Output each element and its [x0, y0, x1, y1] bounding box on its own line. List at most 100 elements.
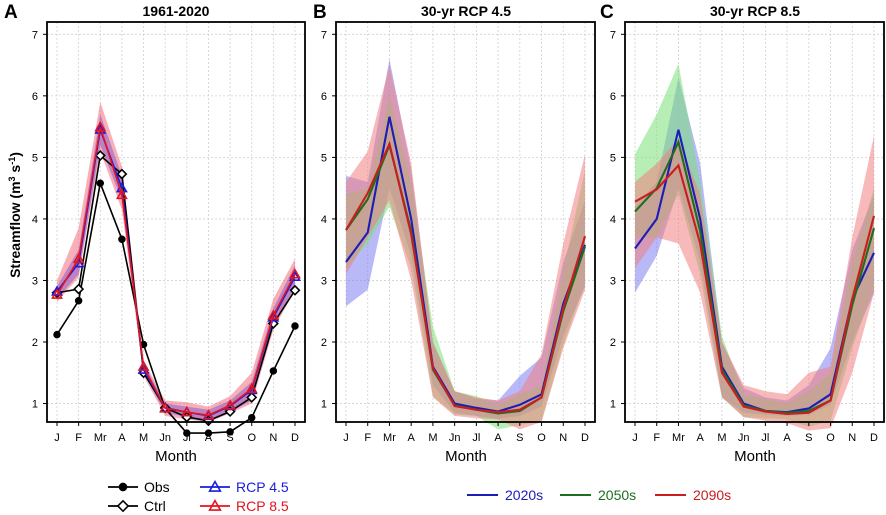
- panel-b-letter: B: [313, 2, 327, 23]
- point-obs-6: [183, 429, 191, 437]
- band-2090s-range: [635, 135, 874, 431]
- legend-label-ctrl: Ctrl: [144, 498, 166, 514]
- panel-a-plot: 1 2 3 4 5 6 7 J F Mr A M Jn Jl A S O N D: [32, 21, 306, 444]
- x-tick-label-3: A: [118, 432, 126, 444]
- legend-right: 2020s 2050s 2090s: [467, 487, 731, 503]
- x-tick-label-11: D: [870, 432, 878, 444]
- x-tick-label-9: O: [247, 432, 256, 444]
- point-rcp-8-5-4: [137, 360, 150, 371]
- x-tick-label-4: M: [139, 432, 148, 444]
- y-axis-title: Streamflow (m3 s-1): [7, 152, 23, 278]
- y-tick-label-6: 7: [610, 29, 616, 41]
- series-line-ctrl: [56, 154, 296, 422]
- y-tick-label-0: 1: [321, 399, 327, 411]
- point-rcp-4-5-10: [267, 311, 280, 322]
- x-tick-label-1: F: [364, 432, 371, 444]
- point-rcp-8-5-1: [72, 252, 85, 264]
- y-tick-label-5: 6: [32, 91, 38, 103]
- point-rcp-8-5-8: [224, 399, 237, 410]
- point-rcp-8-5-7: [202, 409, 215, 420]
- legend-label-rcp-8-5: RCP 8.5: [236, 498, 289, 514]
- y-tick-label-0: 1: [610, 399, 616, 411]
- y-tick-label-1: 2: [610, 337, 616, 349]
- panel-c-title: 30-yr RCP 8.5: [710, 3, 800, 19]
- x-tick-label-0: J: [632, 432, 638, 444]
- x-tick-label-9: O: [537, 432, 546, 444]
- y-tick-label-2: 3: [32, 275, 38, 287]
- x-tick-label-3: A: [408, 432, 416, 444]
- x-tick-label-4: M: [717, 432, 726, 444]
- y-tick-label-2: 3: [321, 275, 327, 287]
- legend-label-obs: Obs: [144, 479, 170, 495]
- point-obs-3: [118, 235, 126, 243]
- panel-a-xlabel: Month: [155, 448, 197, 465]
- band-2050s-range: [635, 63, 874, 427]
- panel-c-xlabel: Month: [734, 448, 776, 465]
- point-rcp-8-5-11: [289, 268, 301, 279]
- y-axis-title-main: Streamflow (m: [7, 181, 23, 277]
- y-tick-label-3: 4: [321, 214, 327, 226]
- legend-marker-obs: [118, 482, 128, 492]
- x-tick-label-8: S: [226, 432, 233, 444]
- plot-frame: [46, 21, 306, 423]
- legend-marker-ctrl: [116, 499, 130, 513]
- legend-label-rcp-4-5: RCP 4.5: [236, 479, 289, 495]
- legend-label-2090s: 2090s: [693, 487, 731, 503]
- point-ctrl-3: [116, 168, 128, 180]
- x-tick-label-2: Mr: [94, 432, 107, 444]
- y-tick-label-4: 5: [32, 152, 38, 164]
- x-tick-label-6: Jl: [183, 432, 191, 444]
- point-rcp-8-5-5: [159, 402, 172, 413]
- y-tick-label-4: 5: [321, 152, 327, 164]
- x-tick-label-8: S: [805, 432, 812, 444]
- point-ctrl-1: [73, 283, 85, 295]
- panel-b-xlabel: Month: [445, 448, 487, 465]
- series-line-obs: [56, 180, 296, 434]
- x-tick-label-11: D: [291, 432, 299, 444]
- y-tick-label-4: 5: [610, 152, 616, 164]
- point-rcp-4-5-4: [137, 363, 150, 374]
- x-tick-label-11: D: [581, 432, 589, 444]
- y-tick-label-1: 2: [32, 337, 38, 349]
- point-ctrl-11: [289, 284, 301, 296]
- point-ctrl-9: [246, 391, 258, 403]
- y-tick-label-1: 2: [321, 337, 327, 349]
- panel-a-letter: A: [4, 2, 18, 23]
- panel-b-title: 30-yr RCP 4.5: [421, 3, 511, 19]
- x-tick-label-10: N: [269, 432, 277, 444]
- y-axis-title-sup1: 3: [7, 176, 17, 181]
- x-tick-label-5: Jn: [738, 432, 750, 444]
- point-rcp-8-5-0: [51, 288, 63, 299]
- band-2090s-range: [346, 65, 585, 430]
- point-rcp-8-5-3: [115, 188, 128, 200]
- y-tick-label-3: 4: [32, 214, 38, 226]
- point-rcp-4-5-2: [94, 123, 107, 134]
- series-line-2090s: [634, 163, 876, 416]
- x-tick-label-1: F: [75, 432, 82, 444]
- x-tick-label-8: S: [516, 432, 523, 444]
- y-axis-title-sup2: -1: [7, 157, 17, 165]
- x-tick-label-7: A: [494, 432, 502, 444]
- point-obs-0: [53, 330, 61, 339]
- y-tick-label-6: 7: [321, 29, 327, 41]
- panel-a-title: 1961-2020: [143, 3, 210, 19]
- y-axis-title-mid: s: [7, 165, 23, 177]
- x-tick-label-6: Jl: [472, 432, 480, 444]
- y-tick-label-3: 4: [610, 214, 616, 226]
- x-tick-label-9: O: [826, 432, 835, 444]
- y-tick-label-2: 3: [610, 275, 616, 287]
- panel-a: A 1961-2020 1 2 3 4 5 6 7 J F Mr A M Jn Jl A S O N D Month…: [4, 2, 306, 465]
- plot-frame: [624, 21, 885, 423]
- y-tick-label-5: 6: [321, 91, 327, 103]
- point-rcp-8-5-2: [94, 121, 107, 132]
- point-rcp-4-5-11: [289, 270, 301, 281]
- x-tick-label-0: J: [54, 432, 60, 444]
- legend-marker-rcp-4-5: [208, 479, 222, 492]
- point-obs-11: [291, 322, 299, 330]
- point-obs-2: [96, 179, 105, 187]
- point-rcp-8-5-9: [245, 382, 258, 393]
- point-obs-7: [204, 429, 213, 437]
